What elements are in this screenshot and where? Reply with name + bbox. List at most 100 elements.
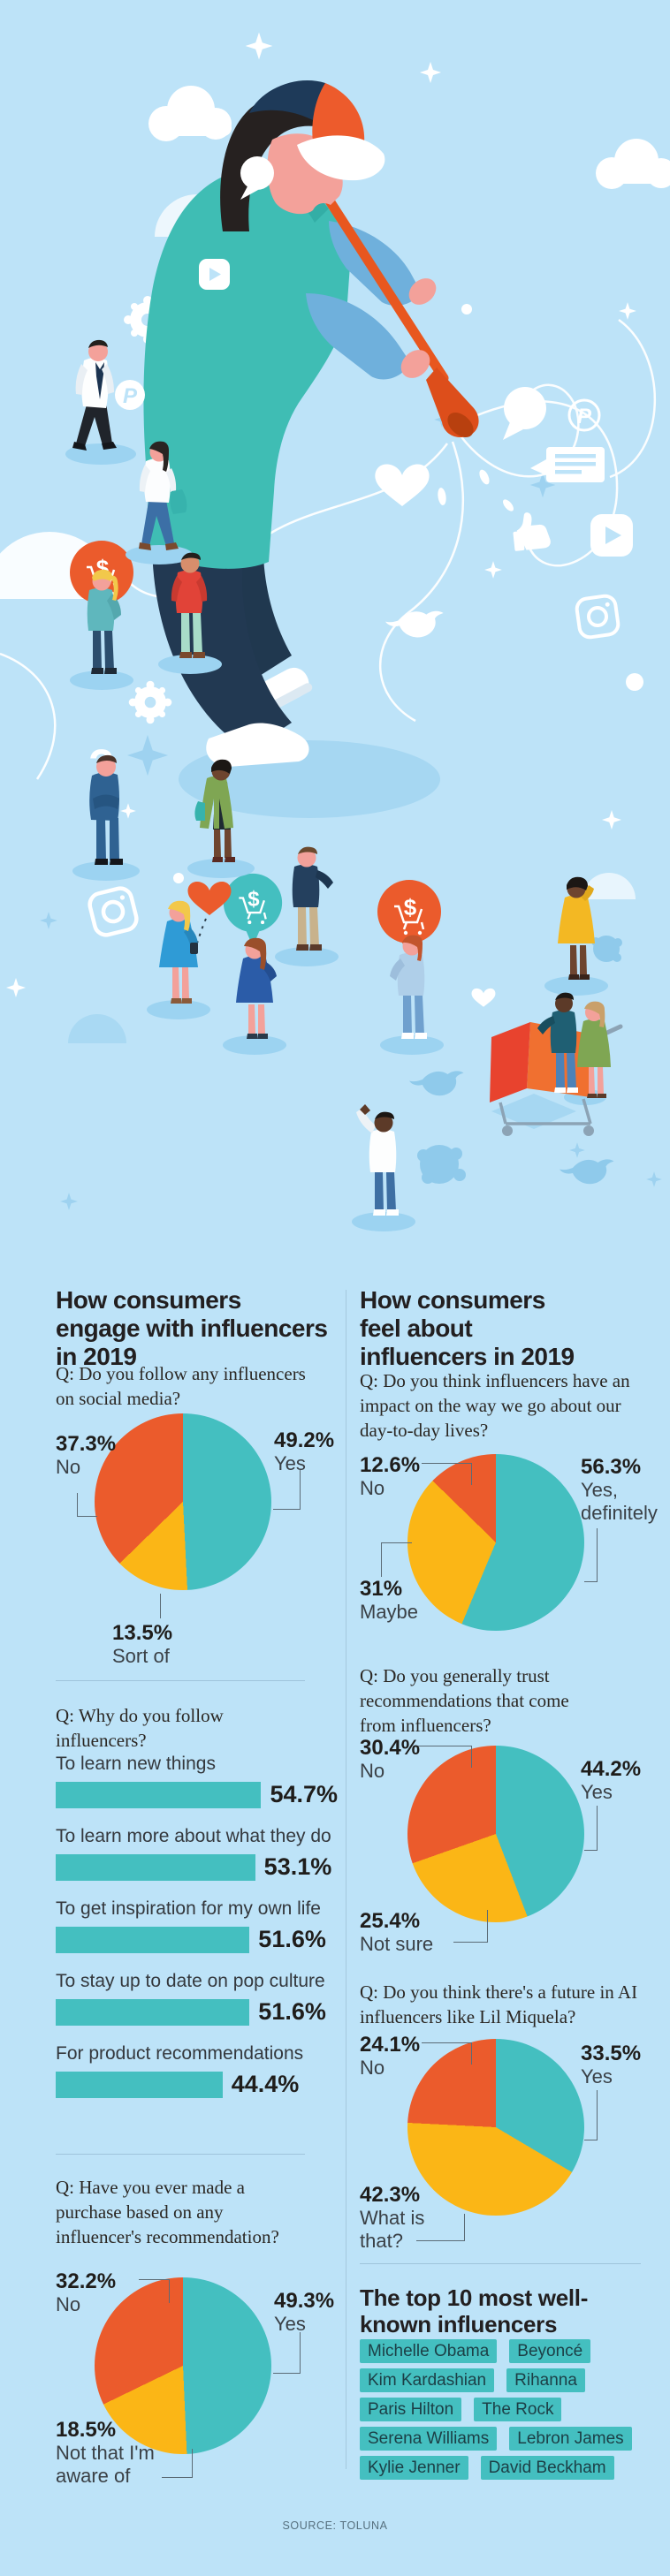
source-credit: SOURCE: TOLUNA — [282, 2519, 388, 2532]
pie-label-what-is-that: 42.3% What is that? — [360, 2183, 425, 2253]
thumbs-up-icon — [513, 512, 551, 551]
question-impact: Q: Do you think influencers have an impa… — [360, 1370, 630, 1441]
bar-row: To learn new things 54.7% — [56, 1754, 347, 1808]
pie-label-yes: 44.2% Yes — [581, 1757, 642, 1804]
cap-front — [312, 83, 365, 152]
instagram-icon — [88, 886, 139, 937]
twitter-bird-icon — [409, 1071, 464, 1096]
section-title-engage: How consumers engage with influencers in… — [56, 1286, 328, 1370]
influencer-chip: Kim Kardashian — [360, 2368, 495, 2392]
bar-value: 53.1% — [263, 1853, 332, 1880]
bar-value: 51.6% — [258, 1926, 326, 1952]
bar — [56, 1853, 255, 1881]
influencer-chip: Beyoncé — [509, 2339, 591, 2363]
pie-label-yes: 33.5% Yes — [581, 2042, 642, 2088]
svg-text:P: P — [123, 384, 138, 408]
person-green-coat — [187, 759, 255, 878]
leader-line — [584, 1528, 598, 1582]
person-yellow-dress — [544, 876, 608, 996]
question-purchase: Q: Have you ever made a purchase based o… — [56, 2177, 279, 2247]
bar — [56, 1781, 262, 1808]
pie-chart-follow — [95, 1413, 271, 1590]
leader-line — [160, 1594, 162, 1618]
svg-text:$: $ — [404, 894, 417, 921]
pie-chart-ai — [407, 2039, 584, 2216]
person-shopper-woman — [126, 441, 193, 564]
heart-icon — [471, 988, 496, 1007]
person-blonde-teal — [70, 569, 133, 690]
pie-label-no: 32.2% No — [56, 2269, 117, 2316]
leader-line — [416, 2214, 465, 2241]
influencer-chip: Lebron James — [509, 2427, 632, 2451]
play-button-icon — [590, 514, 633, 557]
pie-chart-purchase — [95, 2277, 271, 2454]
leader-line — [77, 1493, 97, 1517]
pie-block-follow: 49.2% Yes 37.3% No 13.5% Sort of — [56, 1412, 339, 1686]
bar-row: To learn more about what they do 53.1% — [56, 1826, 347, 1881]
influencer-chip: Michelle Obama — [360, 2339, 498, 2363]
influencer-piper-figure — [143, 80, 479, 818]
pipe-horn — [324, 194, 449, 383]
influencer-chip: David Beckham — [480, 2456, 614, 2480]
svg-text:P: P — [577, 405, 592, 428]
instagram-icon — [575, 594, 621, 640]
chip-row: Serena Williams Lebron James — [360, 2427, 632, 2451]
bar-category-label: To get inspiration for my own life — [56, 1898, 321, 1919]
cap-brim — [297, 135, 385, 181]
bar — [56, 1998, 250, 2026]
chat-message-icon — [530, 447, 605, 482]
top10-title: The top 10 most well-known influencers — [360, 2284, 589, 2337]
speech-bubble-icon — [240, 156, 274, 200]
bar — [56, 1926, 250, 1953]
influencer-chip: The Rock — [474, 2398, 562, 2421]
pie-block-impact: 56.3% Yes, definitely 12.6% No 31% Maybe — [360, 1449, 665, 1731]
bar — [56, 2071, 223, 2098]
leader-line — [273, 1470, 301, 1510]
play-button-icon — [199, 259, 230, 290]
pie-block-purchase: 49.3% Yes 32.2% No 18.5% Not that I'm aw… — [56, 2269, 339, 2560]
leader-line — [139, 2279, 170, 2303]
person-phone-blonde — [147, 900, 210, 1019]
question-ai-future: Q: Do you think there's a future in AI i… — [360, 1981, 638, 2027]
divider — [56, 2154, 305, 2155]
cart-front — [490, 1022, 530, 1102]
pie-chart-impact — [407, 1454, 584, 1631]
heart-icon — [375, 464, 430, 506]
person-red-polo — [158, 552, 222, 674]
bar-category-label: To learn new things — [56, 1754, 216, 1774]
chip-row: Paris Hilton The Rock — [360, 2398, 562, 2421]
person-redhead-lightblue — [380, 935, 444, 1055]
twitter-bird-icon — [385, 610, 444, 638]
cloud-dome — [68, 1014, 126, 1043]
question-why-follow: Q: Why do you follow influencers? — [56, 1705, 224, 1751]
influencer-illustration: P P — [0, 32, 670, 1231]
pie-block-trust: 44.2% Yes 30.4% No 25.4% Not sure — [360, 1735, 665, 2000]
cloud — [596, 139, 670, 189]
question-follow: Q: Do you follow any influencers on soci… — [56, 1363, 306, 1409]
pie-label-no: 30.4% No — [360, 1736, 421, 1783]
badge-seal-icon — [128, 680, 172, 724]
leader-line — [584, 1806, 598, 1851]
person-suit-crossed-arms — [72, 754, 140, 881]
bar-value: 51.6% — [258, 1998, 326, 2025]
bar-row: For product recommendations 44.4% — [56, 2043, 347, 2098]
splat-shape — [417, 936, 622, 1184]
leader-line — [422, 1463, 472, 1485]
leader-line — [453, 1910, 488, 1943]
pie-label-not-aware: 18.5% Not that I'm aware of — [56, 2418, 155, 2488]
pie-label-yes: 49.3% Yes — [274, 2289, 335, 2336]
pie-label-yes: 49.2% Yes — [274, 1428, 335, 1475]
chip-row: Kim Kardashian Rihanna — [360, 2368, 585, 2392]
pie-label-yes-definitely: 56.3% Yes, definitely — [581, 1455, 658, 1525]
section-title-feel: How consumers feel about influencers in … — [360, 1286, 575, 1370]
divider — [56, 1680, 305, 1681]
pinterest-icon: P — [115, 380, 145, 410]
leader-line — [273, 2332, 301, 2374]
question-trust: Q: Do you generally trust recommendation… — [360, 1665, 569, 1736]
cloud-dome — [582, 873, 636, 899]
svg-text:$: $ — [247, 888, 259, 912]
influencer-chip: Kylie Jenner — [360, 2456, 468, 2480]
bar-category-label: For product recommendations — [56, 2043, 304, 2064]
shopping-pin-icon: $ — [223, 873, 283, 947]
